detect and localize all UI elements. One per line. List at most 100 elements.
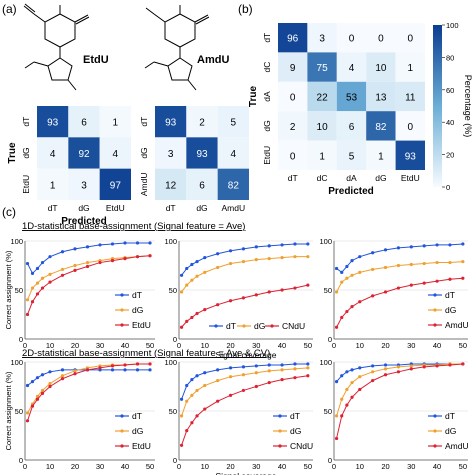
data-point <box>135 362 140 366</box>
data-point <box>396 246 401 250</box>
heatmap-value: 93 <box>47 118 59 129</box>
data-point <box>267 257 271 261</box>
heatmap-cell <box>155 168 187 200</box>
data-point <box>350 259 354 263</box>
data-point <box>422 244 426 248</box>
heatmap-value: 1 <box>319 151 325 162</box>
heatmap-cell <box>186 168 218 200</box>
heatmap-value: 6 <box>81 118 87 129</box>
data-point <box>334 290 339 294</box>
legend-marker <box>214 324 218 328</box>
legend: dT dG CNdU <box>209 321 305 331</box>
y-tick-label: 50 <box>15 286 23 295</box>
data-point <box>35 266 40 271</box>
data-point <box>35 394 40 398</box>
data-point <box>216 379 220 383</box>
data-point <box>293 362 297 366</box>
heatmap-y-tick: dT <box>139 117 149 127</box>
p2d_cndu-plot: 0 10 20 30 40 50 0 50 100 dT dG CNdU Signal coverage <box>164 358 313 475</box>
data-point <box>185 429 189 433</box>
data-point <box>350 380 354 385</box>
data-point <box>179 273 184 277</box>
data-point <box>195 311 199 316</box>
x-tick-label: 30 <box>407 462 415 471</box>
data-point <box>48 381 52 386</box>
data-point <box>203 256 207 260</box>
heatmap-value: 82 <box>228 180 240 191</box>
data-point <box>148 254 152 258</box>
heatmap-cell <box>336 81 367 112</box>
legend-label: dT <box>445 411 455 421</box>
y-tick-label: 100 <box>164 237 177 246</box>
data-point <box>306 283 310 287</box>
legend-label: EtdU <box>132 320 151 330</box>
legend-label: dT <box>132 290 142 300</box>
data-point <box>340 280 344 284</box>
data-point <box>30 300 35 304</box>
colorbar-tick-label: 80 <box>446 53 454 62</box>
data-point <box>371 379 375 383</box>
heatmap-y-tick: EtdU <box>262 146 272 165</box>
x-tick-label: 0 <box>177 462 181 471</box>
heatmap-value: 5 <box>231 118 237 129</box>
cm_amdu-heatmap: 93 2 5 3 93 4 12 6 82 dT dG AmdU dT dG AmdU <box>139 106 249 213</box>
data-point <box>241 296 246 300</box>
y-axis-label: Correct assignment (%) <box>4 250 13 329</box>
data-point <box>267 380 271 385</box>
legend-marker <box>278 444 282 448</box>
data-point <box>73 247 77 251</box>
heatmap-y-tick: dG <box>21 147 31 158</box>
data-point <box>30 404 35 408</box>
data-point <box>179 290 184 294</box>
heatmap-cell <box>186 137 218 169</box>
heatmap-cell <box>278 81 308 112</box>
data-point <box>190 315 194 320</box>
data-point <box>110 259 115 263</box>
heatmap-x-tick: dA <box>346 173 357 183</box>
data-point <box>293 376 297 380</box>
heatmap-value: 4 <box>50 149 56 160</box>
amdu-structure <box>144 5 210 91</box>
heatmap-x-tick: dG <box>375 173 386 183</box>
heatmap-value: 10 <box>317 122 329 133</box>
data-point <box>383 367 388 371</box>
data-point <box>435 364 439 368</box>
data-point <box>409 367 413 371</box>
data-point <box>241 365 246 369</box>
y-tick-label: 0 <box>173 456 177 465</box>
data-point <box>350 368 354 372</box>
heatmap-value: 53 <box>346 93 358 104</box>
legend-marker <box>433 429 437 433</box>
data-point <box>371 251 375 255</box>
data-point <box>334 414 339 418</box>
data-point <box>241 259 246 264</box>
data-point <box>448 277 452 281</box>
y-tick-label: 50 <box>15 407 23 416</box>
x-tick-label: 50 <box>459 341 467 350</box>
heatmap-value: 2 <box>290 122 296 133</box>
x-tick-label: 40 <box>278 341 286 350</box>
legend-label: dG <box>254 321 265 331</box>
data-point <box>40 388 45 393</box>
data-point <box>435 279 439 283</box>
data-point <box>216 368 220 372</box>
data-point <box>340 374 344 378</box>
heatmap-value: 0 <box>408 122 414 133</box>
heatmap-cell <box>217 168 249 200</box>
x-tick-label: 10 <box>46 341 54 350</box>
heatmap-value: 1 <box>50 180 56 191</box>
y-tick-label: 0 <box>19 335 23 344</box>
y-tick-label: 0 <box>19 456 23 465</box>
legend-label: dG <box>132 426 143 436</box>
data-point <box>350 305 354 309</box>
data-point <box>345 403 349 407</box>
legend-label: EtdU <box>132 441 151 451</box>
x-tick-label: 30 <box>96 341 104 350</box>
data-point <box>35 281 40 285</box>
data-point <box>241 388 246 393</box>
heatmap-y-tick: dT <box>21 117 31 127</box>
x-tick-label: 20 <box>381 462 389 471</box>
molecule-label-etdu: EtdU <box>83 54 109 66</box>
data-point <box>409 245 413 249</box>
data-point <box>203 308 207 312</box>
